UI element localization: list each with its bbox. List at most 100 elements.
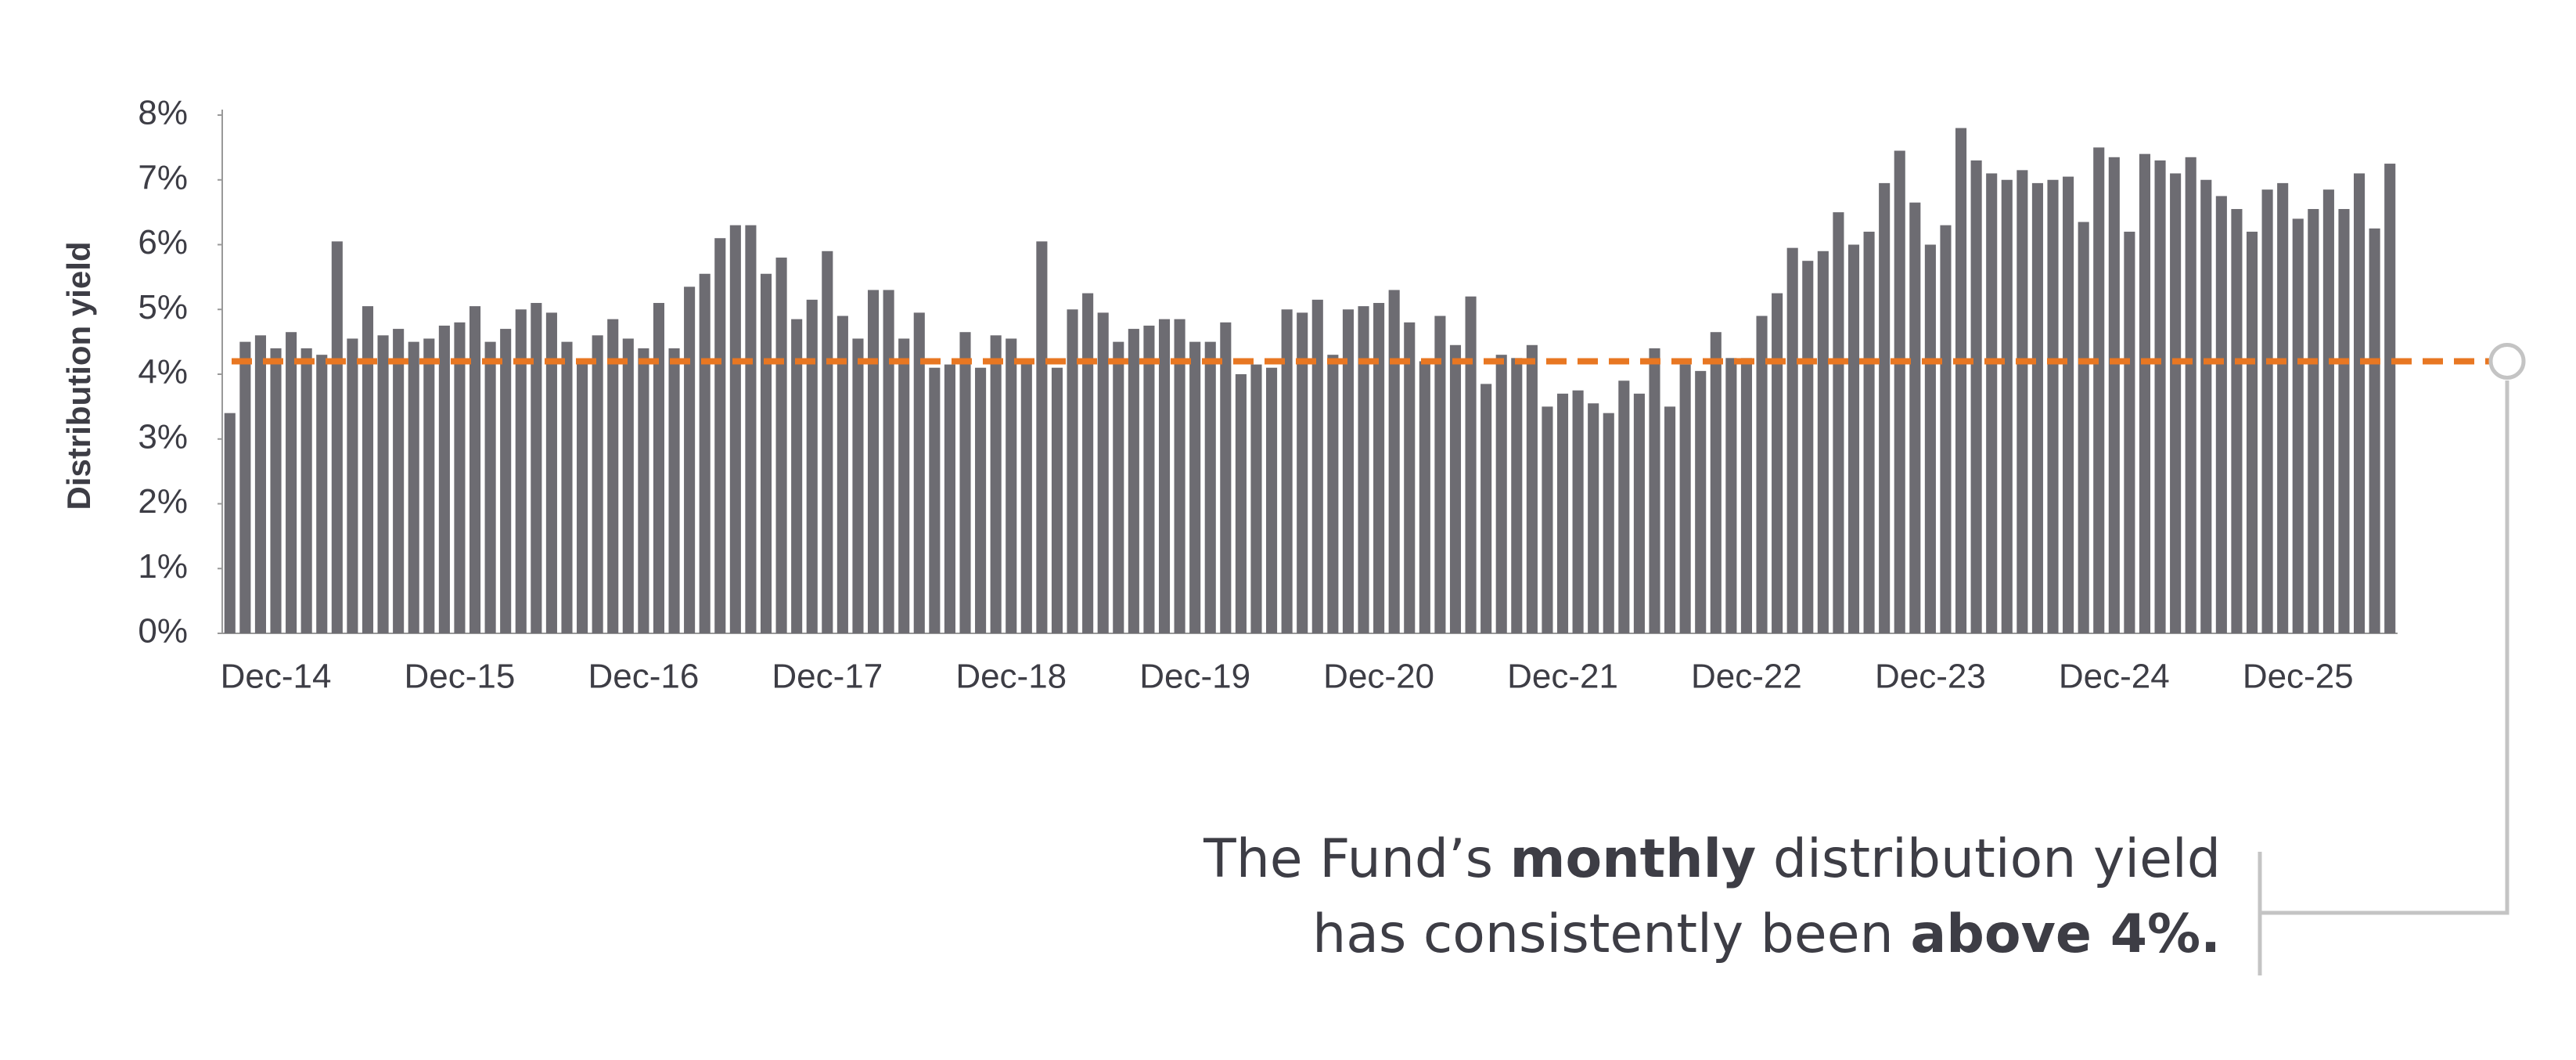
bar <box>1618 380 1630 633</box>
y-axis-title: Distribution yield <box>60 241 97 510</box>
bar <box>1250 364 1262 633</box>
bar <box>1833 212 1844 633</box>
bar <box>913 312 925 633</box>
bar <box>1128 329 1139 633</box>
bar <box>2246 231 2258 633</box>
bar <box>2001 179 2013 633</box>
bar <box>867 290 880 633</box>
annotation-text: distribution yield <box>1756 828 2221 890</box>
bar <box>1710 332 1722 633</box>
bar <box>377 335 389 633</box>
bar <box>1434 315 1446 633</box>
bar <box>254 335 266 633</box>
bar <box>668 348 680 633</box>
bar <box>515 309 527 633</box>
bar <box>2078 222 2089 634</box>
bar <box>2185 157 2196 634</box>
bar <box>1388 290 1400 633</box>
x-tick-label: Dec-15 <box>405 658 516 696</box>
x-tick-label: Dec-18 <box>955 658 1067 696</box>
bar <box>714 238 726 633</box>
bar <box>362 306 374 633</box>
bar <box>1480 384 1492 633</box>
bar <box>300 348 312 633</box>
bar <box>2031 182 2043 633</box>
bar <box>2292 218 2304 633</box>
y-tick-label: 5% <box>138 288 188 326</box>
bar <box>2354 173 2366 634</box>
bar <box>2063 176 2074 634</box>
bar <box>1817 251 1829 633</box>
bar <box>2277 182 2289 633</box>
bar <box>577 361 588 633</box>
bar <box>1940 225 1952 633</box>
bar <box>1772 293 1783 633</box>
bar <box>1633 393 1645 633</box>
bar <box>347 338 358 633</box>
bar <box>2017 170 2028 633</box>
bar <box>1588 403 1599 633</box>
bar <box>684 287 696 633</box>
bar <box>898 338 910 633</box>
x-tick-label: Dec-24 <box>2059 658 2170 696</box>
bar <box>1847 244 1860 633</box>
bar <box>1695 370 1707 633</box>
bar <box>1542 406 1553 633</box>
bar <box>286 332 297 633</box>
annotation-text: has consistently been <box>1312 903 1910 965</box>
bar <box>822 251 833 633</box>
bar <box>745 225 757 633</box>
bar <box>454 322 466 633</box>
bar <box>484 341 496 633</box>
x-tick-label: Dec-19 <box>1139 658 1250 696</box>
bar <box>1327 355 1339 633</box>
bar <box>531 302 542 633</box>
x-tick-label: Dec-20 <box>1323 658 1434 696</box>
bar <box>1879 182 1891 633</box>
annotation-text: monthly <box>1510 828 1757 890</box>
bar <box>1924 244 1936 633</box>
bar <box>2231 208 2243 633</box>
bar <box>1266 367 1278 633</box>
bar <box>1220 322 1232 633</box>
bar <box>1495 355 1507 633</box>
bar <box>1143 325 1155 633</box>
bar <box>1740 358 1753 633</box>
bar <box>1204 341 1216 633</box>
bar <box>1664 406 1676 633</box>
bar <box>1465 296 1477 633</box>
bar <box>1235 374 1247 633</box>
bar <box>1281 309 1293 633</box>
bar <box>423 338 435 633</box>
bar <box>990 335 1002 633</box>
bar <box>1725 358 1737 633</box>
bar <box>975 367 987 633</box>
bar <box>1404 322 1416 633</box>
bar <box>545 312 557 633</box>
y-tick-label: 7% <box>138 158 188 196</box>
bar <box>1189 341 1201 633</box>
bar <box>2200 179 2212 633</box>
bar <box>1970 160 1982 634</box>
bar <box>1311 299 1323 633</box>
bar <box>1756 315 1768 633</box>
bar <box>622 338 634 633</box>
bar <box>2308 208 2319 633</box>
bar <box>1572 390 1584 633</box>
bar <box>1649 348 1660 633</box>
bar <box>1449 344 1462 633</box>
bar <box>270 348 282 633</box>
bar <box>438 325 450 633</box>
bar <box>2261 189 2273 634</box>
bar <box>883 290 894 633</box>
y-tick-label: 3% <box>138 417 188 456</box>
bar <box>1174 319 1185 633</box>
bar <box>775 258 787 633</box>
bar <box>944 364 955 633</box>
y-tick-label: 2% <box>138 482 188 521</box>
bar <box>699 273 711 633</box>
bar <box>1373 302 1385 633</box>
bar <box>1097 312 1109 633</box>
